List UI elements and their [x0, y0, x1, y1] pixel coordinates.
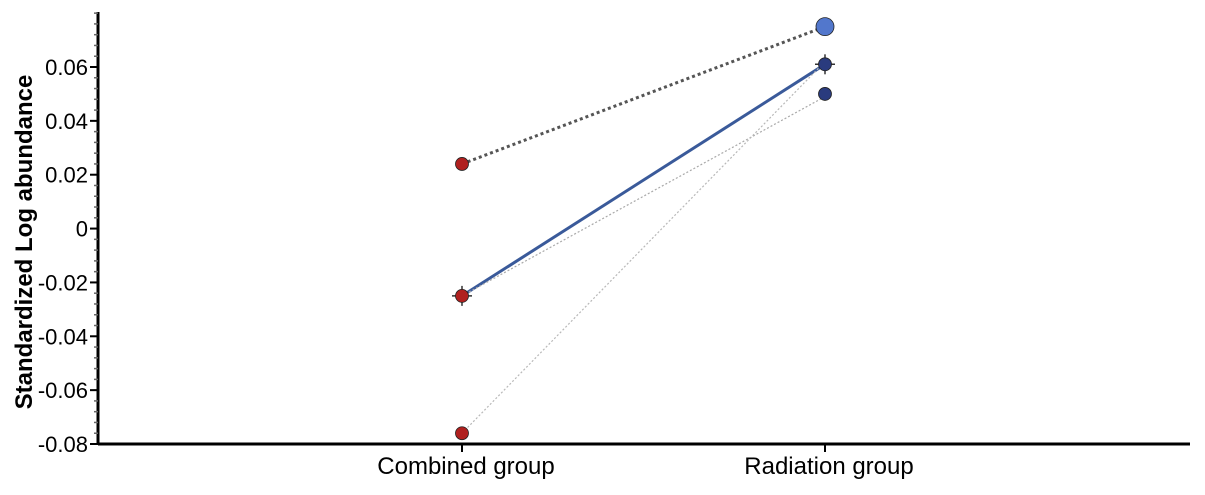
series-line: [461, 61, 826, 434]
y-tick-label: -0.04: [38, 324, 88, 349]
y-tick-label: -0.08: [38, 432, 88, 457]
y-axis-title: Standardized Log abundance: [11, 75, 38, 410]
series-line: [461, 63, 826, 298]
y-ticks: 0.06 0.04 0.02 0 -0.02 -0.04 -0.06 -0.08: [38, 12, 98, 457]
x-ticks: Combined group Radiation group: [377, 444, 914, 480]
y-tick-label: -0.02: [38, 270, 88, 295]
y-tick-label: 0.04: [45, 109, 88, 134]
data-point: [815, 17, 835, 37]
y-tick-label: 0.02: [45, 163, 88, 188]
data-point: [818, 57, 832, 72]
y-tick-label: 0.06: [45, 55, 88, 80]
data-point: [455, 288, 469, 303]
series-line: [461, 96, 826, 297]
axes: [96, 12, 1190, 446]
x-tick-label: Combined group: [377, 453, 554, 480]
data-point: [818, 87, 832, 101]
x-tick-label: Radiation group: [744, 453, 913, 480]
data-points: [455, 17, 835, 441]
data-point: [455, 426, 469, 441]
y-tick-label: 0: [76, 217, 88, 242]
y-tick-label: -0.06: [38, 378, 88, 403]
data-point: [455, 157, 469, 171]
series-lines: [452, 25, 835, 434]
series-line: [461, 25, 826, 166]
